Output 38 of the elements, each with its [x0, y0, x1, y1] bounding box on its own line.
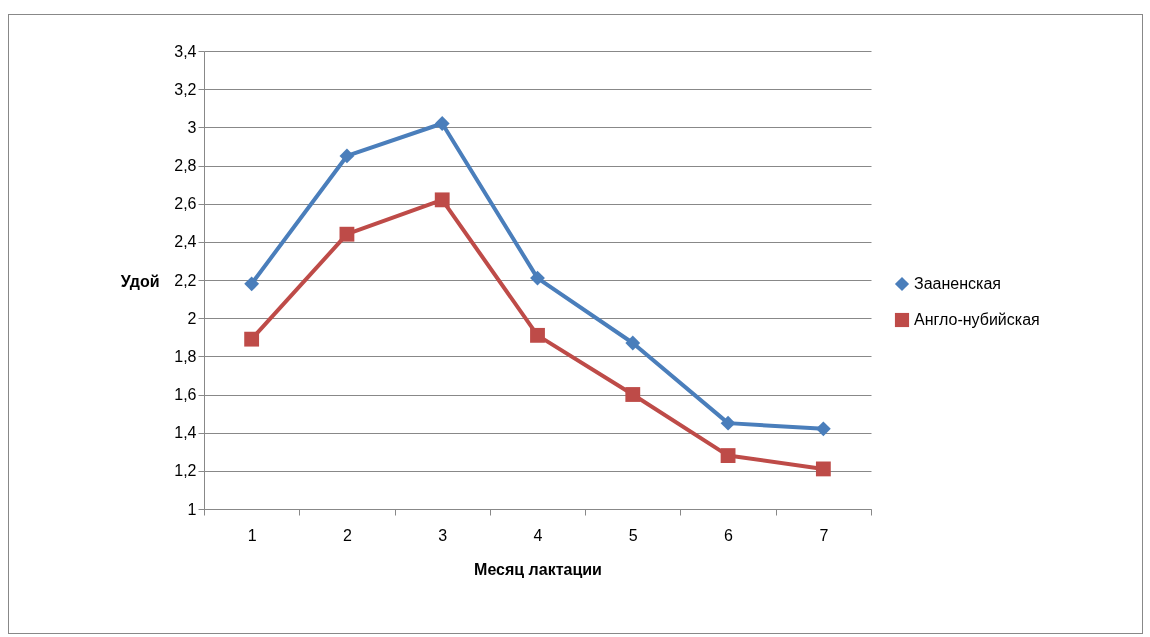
- y-tick-label: 2: [187, 309, 197, 327]
- y-tick-label: 3: [187, 118, 197, 136]
- y-tick-label: 1,2: [174, 462, 197, 480]
- point: [720, 415, 736, 431]
- y-axis-title: Удой: [120, 272, 160, 290]
- x-tick-label: 7: [819, 526, 829, 544]
- point: [625, 387, 641, 402]
- legend-label: Англо-нубийская: [914, 311, 1040, 328]
- point: [339, 148, 355, 164]
- x-tick-label: 6: [724, 526, 734, 544]
- y-tick-label: 2,2: [174, 271, 197, 289]
- y-tick-label: 2,8: [174, 157, 197, 174]
- point: [434, 116, 450, 131]
- point: [815, 461, 831, 477]
- point: [339, 226, 355, 242]
- y-tick-label: 2,6: [174, 195, 197, 213]
- point: [815, 421, 831, 437]
- x-tick-label: 1: [247, 526, 257, 544]
- point: [244, 276, 260, 292]
- x-tick-label: 2: [342, 526, 352, 544]
- y-tick-label: 1,6: [174, 386, 197, 403]
- x-tick-label: 5: [628, 526, 638, 544]
- legend-label: Зааненская: [914, 275, 1001, 292]
- y-tick-label: 1,4: [174, 424, 197, 442]
- point: [720, 448, 736, 463]
- point: [625, 335, 641, 351]
- x-tick-label: 3: [438, 526, 448, 544]
- point: [434, 192, 450, 208]
- x-axis-title: Месяц лактации: [474, 560, 602, 578]
- y-tick-label: 1: [187, 500, 197, 518]
- x-tick-label: 4: [533, 526, 543, 544]
- point: [530, 270, 545, 286]
- y-tick-label: 3,4: [174, 42, 197, 60]
- y-tick-label: 3,2: [174, 80, 197, 98]
- y-tick-label: 1,8: [174, 347, 197, 365]
- point: [530, 327, 545, 343]
- y-tick-label: 2,4: [174, 233, 197, 251]
- point: [244, 331, 260, 347]
